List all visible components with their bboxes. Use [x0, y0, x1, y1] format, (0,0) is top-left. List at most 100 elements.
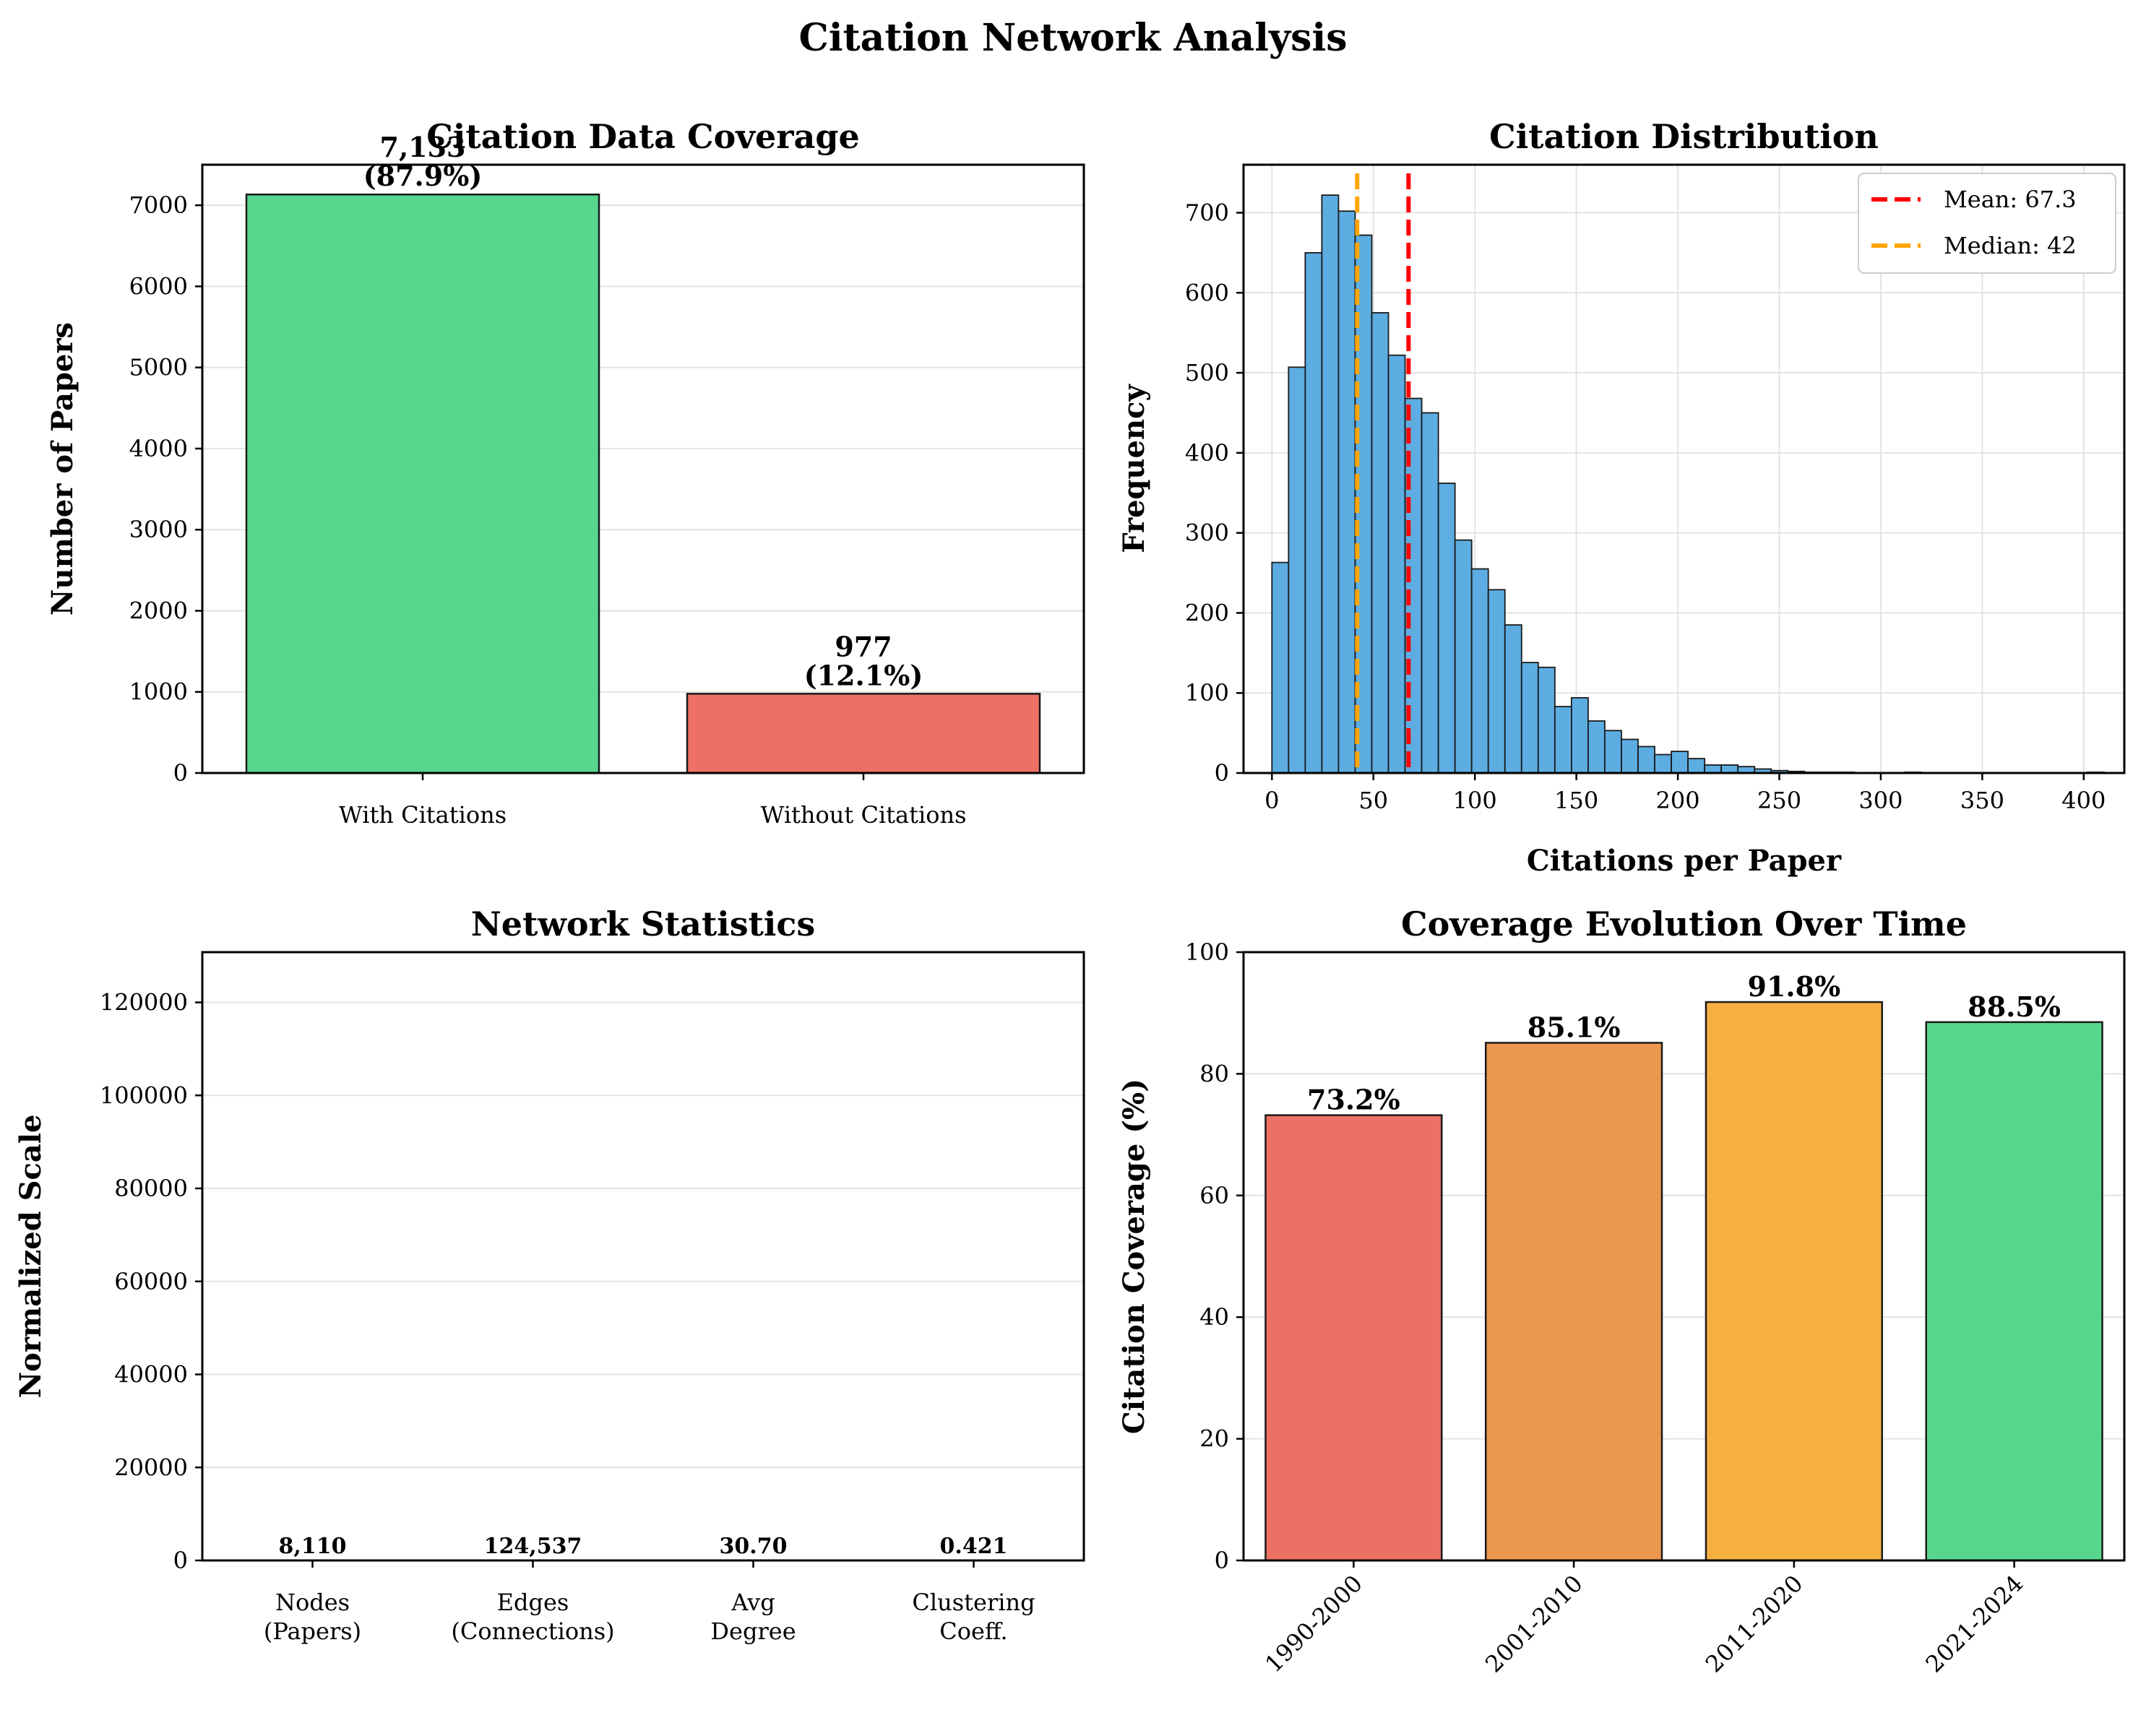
- x-tick-label: 2021-2024: [1921, 1570, 2029, 1678]
- bar-value-label: 85.1%: [1527, 1011, 1621, 1043]
- panel-citation-distribution: 0 100 200 300 400 500 600 700 0 50 100 150 200 250 300…: [1117, 117, 2126, 878]
- stat-value-label: 8,110: [279, 1534, 347, 1559]
- x-tick-label: 2011-2020: [1700, 1570, 1809, 1678]
- x-tick-label: 400: [2061, 787, 2106, 814]
- x-tick-label: 200: [1656, 787, 1700, 814]
- y-tick-label: 1000: [129, 678, 188, 706]
- histogram-bar: [1604, 730, 1622, 774]
- histogram-bar: [1387, 354, 1406, 774]
- x-tick-label: With Citations: [339, 801, 507, 829]
- y-axis-label: Frequency: [1117, 384, 1151, 553]
- y-tick-label: 6000: [129, 272, 188, 300]
- y-tick-label: 5000: [129, 354, 188, 381]
- y-tick-label: 60: [1199, 1182, 1229, 1209]
- histogram-bar: [1570, 696, 1589, 774]
- bar-value-label: 977 (12.1%): [804, 630, 923, 691]
- bar-value-label: 88.5%: [1968, 990, 2061, 1023]
- histogram-bar: [1537, 666, 1556, 774]
- stat-value-label: 30.70: [720, 1534, 788, 1559]
- histogram-bar: [1704, 764, 1723, 774]
- histogram-bar: [1720, 764, 1739, 774]
- y-tick-label: 200: [1185, 599, 1229, 626]
- histogram-bar: [1554, 706, 1572, 774]
- x-tick-label: Nodes (Papers): [264, 1589, 361, 1645]
- y-axis-label: Normalized Scale: [14, 1115, 48, 1399]
- panel-title: Citation Distribution: [1489, 117, 1879, 156]
- histogram-bar: [1671, 751, 1689, 774]
- y-axis-label: Citation Coverage (%): [1117, 1079, 1151, 1434]
- axes-frame: [1242, 951, 2126, 1562]
- x-tick-label: 0: [1264, 787, 1279, 814]
- bar: [686, 693, 1041, 774]
- y-tick-label: 120000: [100, 989, 188, 1016]
- histogram-bar: [1304, 251, 1323, 774]
- bar: [245, 193, 600, 774]
- bar: [1705, 1001, 1884, 1562]
- histogram-bar: [1520, 662, 1539, 774]
- y-tick-label: 0: [173, 1547, 188, 1574]
- y-tick-label: 80: [1199, 1060, 1229, 1087]
- y-tick-label: 500: [1185, 359, 1229, 387]
- x-tick-label: Without Citations: [761, 801, 967, 829]
- y-tick-label: 3000: [129, 516, 188, 543]
- x-tick-label: 150: [1554, 787, 1598, 814]
- histogram-bar: [1637, 746, 1655, 774]
- x-tick-label: 2001-2010: [1480, 1570, 1588, 1678]
- y-tick-label: 0: [1215, 1547, 1229, 1574]
- x-tick-label: 1990-2000: [1259, 1570, 1368, 1678]
- panel-network-statistics: 0 20000 40000 60000 80000 100000 120000 8,110 No…: [14, 904, 1085, 1645]
- bar-value-label: 91.8%: [1748, 970, 1841, 1003]
- histogram-bar: [1321, 194, 1340, 774]
- y-tick-label: 2000: [129, 597, 188, 624]
- x-tick-label: Edges (Connections): [451, 1589, 614, 1645]
- legend-box: [1858, 173, 2116, 274]
- y-tick-label: 700: [1185, 199, 1229, 226]
- x-tick-label: 350: [1960, 787, 2004, 814]
- y-tick-label: 0: [173, 759, 188, 787]
- x-tick-label: 50: [1358, 787, 1388, 814]
- bar: [1925, 1021, 2103, 1562]
- axes-frame: [201, 163, 1085, 774]
- histogram-bar: [1621, 738, 1639, 774]
- y-tick-label: 7000: [129, 191, 188, 219]
- x-tick-label: Avg Degree: [710, 1589, 796, 1645]
- legend: Mean: 67.3 Median: 42: [1858, 173, 2116, 274]
- histogram-bar: [1687, 758, 1706, 774]
- histogram-bar: [1470, 568, 1489, 774]
- histogram-bar: [1487, 589, 1506, 774]
- y-tick-label: 20: [1199, 1425, 1229, 1453]
- histogram-bar: [1337, 210, 1356, 774]
- y-axis-label: Number of Papers: [46, 322, 79, 616]
- x-tick-label: 300: [1858, 787, 1902, 814]
- histogram-bar: [1587, 720, 1606, 774]
- y-tick-label: 100: [1185, 938, 1229, 966]
- histogram-bar: [1454, 539, 1473, 774]
- x-tick-label: Clustering Coeff.: [912, 1589, 1035, 1645]
- y-tick-label: 600: [1185, 279, 1229, 306]
- histogram-bar: [1271, 561, 1290, 774]
- histogram-bar: [1437, 483, 1456, 774]
- y-tick-label: 60000: [114, 1268, 188, 1295]
- y-tick-label: 80000: [114, 1175, 188, 1202]
- stat-value-label: 0.421: [940, 1534, 1008, 1559]
- legend-mean-label: Mean: 67.3: [1944, 186, 2077, 213]
- x-tick-label: 100: [1453, 787, 1497, 814]
- legend-median-label: Median: 42: [1944, 232, 2077, 259]
- panel-coverage-evolution: 0 20 40 60 80 100 73.2% 1990-2000 85.1% 2001-2010…: [1117, 904, 2126, 1678]
- x-tick-label: 250: [1757, 787, 1801, 814]
- stat-value-label: 124,537: [484, 1534, 582, 1559]
- axes-frame: [201, 951, 1085, 1562]
- panel-title: Network Statistics: [471, 904, 816, 943]
- y-tick-label: 100: [1185, 679, 1229, 707]
- bar-value-label: 73.2%: [1307, 1084, 1400, 1116]
- bar: [1484, 1042, 1663, 1562]
- axes-frame: [1242, 163, 2126, 774]
- bar: [1264, 1114, 1443, 1562]
- y-tick-label: 4000: [129, 435, 188, 462]
- panel-title: Citation Data Coverage: [426, 117, 860, 156]
- y-tick-label: 100000: [100, 1081, 188, 1109]
- histogram-bar: [1288, 366, 1306, 774]
- y-tick-label: 40000: [114, 1361, 188, 1389]
